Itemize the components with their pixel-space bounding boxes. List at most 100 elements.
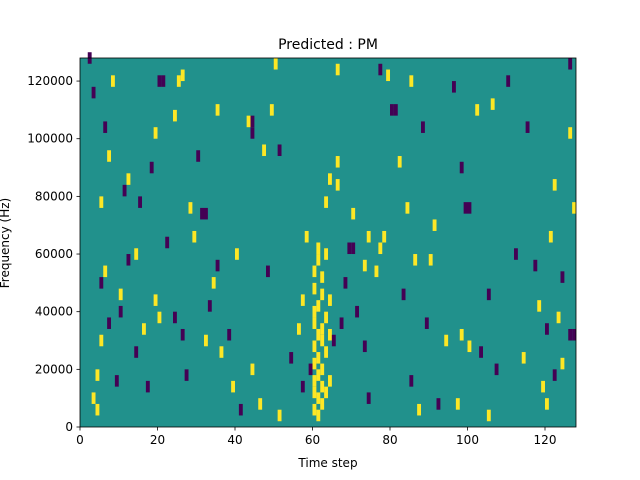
heatmap-cell xyxy=(107,317,112,329)
heatmap-cell xyxy=(180,328,185,341)
heatmap-cell xyxy=(312,265,317,278)
heatmap-cell xyxy=(347,242,352,255)
heatmap-cell xyxy=(277,409,282,422)
heatmap-cell xyxy=(250,363,255,376)
heatmap-cell xyxy=(157,311,162,324)
heatmap-cell xyxy=(436,398,441,410)
heatmap-cell xyxy=(316,328,321,341)
heatmap-cell xyxy=(99,196,104,208)
heatmap-cell xyxy=(316,242,321,255)
heatmap-cell xyxy=(405,202,410,214)
y-tick-label: 20000 xyxy=(35,362,73,376)
heatmap-cell xyxy=(118,288,123,301)
heatmap-cell xyxy=(142,323,146,335)
heatmap-cell xyxy=(215,259,220,272)
heatmap-cell xyxy=(312,386,317,399)
heatmap-cell xyxy=(114,375,119,387)
heatmap-cell xyxy=(91,86,96,99)
heatmap-cell xyxy=(165,236,170,249)
heatmap-cell xyxy=(424,317,429,329)
heatmap-cell xyxy=(312,305,317,318)
heatmap-cell xyxy=(362,259,367,272)
heatmap-cell xyxy=(572,328,577,341)
heatmap-cell xyxy=(266,265,270,278)
y-tick-label: 40000 xyxy=(35,305,73,319)
heatmap-cell xyxy=(126,254,131,266)
heatmap-cell xyxy=(200,207,205,220)
heatmap-cell xyxy=(111,75,115,87)
heatmap-cell xyxy=(215,104,220,116)
heatmap-cell xyxy=(409,75,414,87)
heatmap-cell xyxy=(324,311,329,324)
heatmap-cell xyxy=(153,294,158,306)
heatmap-cell xyxy=(204,207,208,220)
heatmap-cell xyxy=(297,323,301,335)
heatmap-cell xyxy=(316,392,321,404)
heatmap-cell xyxy=(316,300,321,312)
heatmap-cell xyxy=(269,104,274,116)
heatmap-cell xyxy=(246,115,251,128)
heatmap-cell xyxy=(475,104,480,116)
heatmap-cell xyxy=(122,184,127,197)
y-tick-label: 80000 xyxy=(35,189,73,203)
heatmap-cell xyxy=(126,173,131,185)
y-tick-label: 60000 xyxy=(35,247,73,261)
heatmap-cell xyxy=(568,127,573,139)
y-axis-label: Frequency (Hz) xyxy=(0,198,12,289)
heatmap-cell xyxy=(459,161,464,174)
heatmap-cell xyxy=(486,409,491,422)
y-tick-label: 120000 xyxy=(27,74,73,88)
heatmap-cell xyxy=(238,403,243,416)
heatmap-cell xyxy=(548,230,553,243)
heatmap-cell xyxy=(134,248,139,260)
x-tick-label: 100 xyxy=(456,433,479,447)
x-axis-label: Time step xyxy=(297,456,357,470)
heatmap-cell xyxy=(207,300,212,312)
y-axis-ticks: 0 20000 40000 60000 80000 100000 120000 xyxy=(27,74,80,434)
heatmap-cell xyxy=(328,173,332,185)
heatmap-cell xyxy=(211,277,216,289)
heatmap-cell xyxy=(250,127,255,139)
heatmap-cell xyxy=(219,346,224,358)
heatmap-cell xyxy=(312,317,317,329)
heatmap-cell xyxy=(173,311,177,324)
heatmap-cell xyxy=(560,271,565,283)
heatmap-cell xyxy=(459,328,464,341)
x-axis-ticks: 0 20 40 60 80 100 120 xyxy=(76,427,556,447)
heatmap-cell xyxy=(258,398,263,410)
heatmap-cell xyxy=(545,398,549,410)
heatmap-cell xyxy=(506,75,511,87)
heatmap-cell xyxy=(351,242,356,255)
heatmap-cell xyxy=(95,369,100,381)
heatmap-cell xyxy=(568,328,573,341)
x-tick-label: 40 xyxy=(227,433,242,447)
heatmap-cell xyxy=(432,219,437,231)
heatmap-cell xyxy=(552,369,557,381)
heatmap-cell xyxy=(378,242,383,255)
heatmap-cell xyxy=(312,282,317,295)
heatmap-cell xyxy=(324,386,329,399)
heatmap-cell xyxy=(351,207,356,220)
heatmap-cell xyxy=(235,248,239,260)
heatmap-cell xyxy=(525,121,530,133)
heatmap-cell xyxy=(312,403,317,416)
heatmap-cell xyxy=(273,58,278,70)
y-tick-label: 100000 xyxy=(27,132,73,146)
heatmap-cell xyxy=(304,230,309,243)
heatmap-cell xyxy=(552,179,557,191)
heatmap-cell xyxy=(545,323,549,335)
heatmap-cell xyxy=(277,144,282,157)
heatmap-cell xyxy=(479,346,484,358)
heatmap-cell xyxy=(320,288,325,301)
heatmap-cell xyxy=(324,248,329,260)
heatmap-cell xyxy=(192,230,197,243)
heatmap-cell xyxy=(455,398,460,410)
heatmap-cell xyxy=(320,334,325,347)
heatmap-cell xyxy=(262,144,267,157)
heatmap-cell xyxy=(335,179,340,191)
heatmap-cell xyxy=(149,161,154,174)
heatmap-cell xyxy=(393,104,398,116)
heatmap-cell xyxy=(95,403,100,416)
heatmap-cell xyxy=(339,317,344,329)
heatmap-cell xyxy=(467,340,472,353)
